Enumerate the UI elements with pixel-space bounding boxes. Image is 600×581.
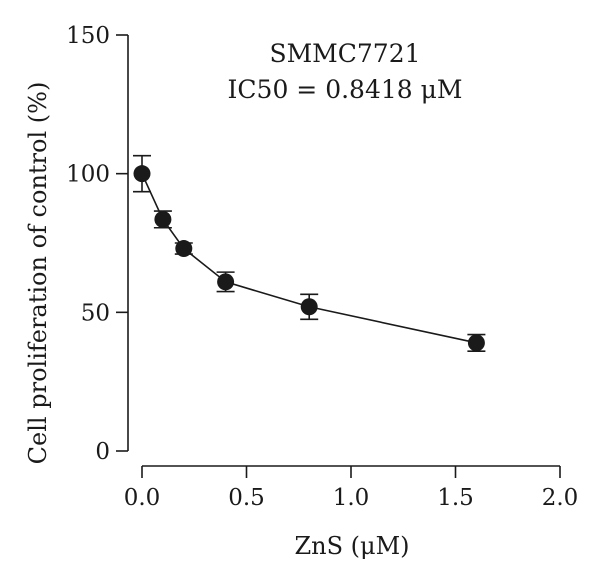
y-tick-label: 100	[66, 162, 110, 188]
data-point	[217, 273, 235, 291]
x-tick-label: 0.5	[228, 485, 265, 511]
x-tick-label: 1.5	[437, 485, 474, 511]
series-layer	[133, 154, 486, 352]
data-point	[467, 334, 485, 352]
data-point	[154, 210, 172, 228]
x-tick-label: 0.0	[124, 485, 161, 511]
data-point	[175, 240, 193, 258]
y-ticks: 0 50 100 150	[66, 23, 128, 465]
x-tick-label: 2.0	[542, 485, 579, 511]
x-axis-title: ZnS (μM)	[294, 532, 409, 560]
annotation-cell-line: SMMC7721	[269, 39, 420, 68]
y-tick-label: 50	[81, 300, 110, 326]
x-tick-label: 1.0	[333, 485, 370, 511]
y-tick-label: 150	[66, 23, 110, 49]
data-point	[133, 165, 151, 183]
annotation-ic50: IC50 = 0.8418 μM	[228, 75, 463, 104]
y-axis-title: Cell proliferation of control (%)	[24, 82, 52, 465]
x-ticks: 0.0 0.5 1.0 1.5 2.0	[124, 466, 579, 511]
data-point	[300, 298, 318, 316]
y-tick-label: 0	[95, 439, 110, 465]
